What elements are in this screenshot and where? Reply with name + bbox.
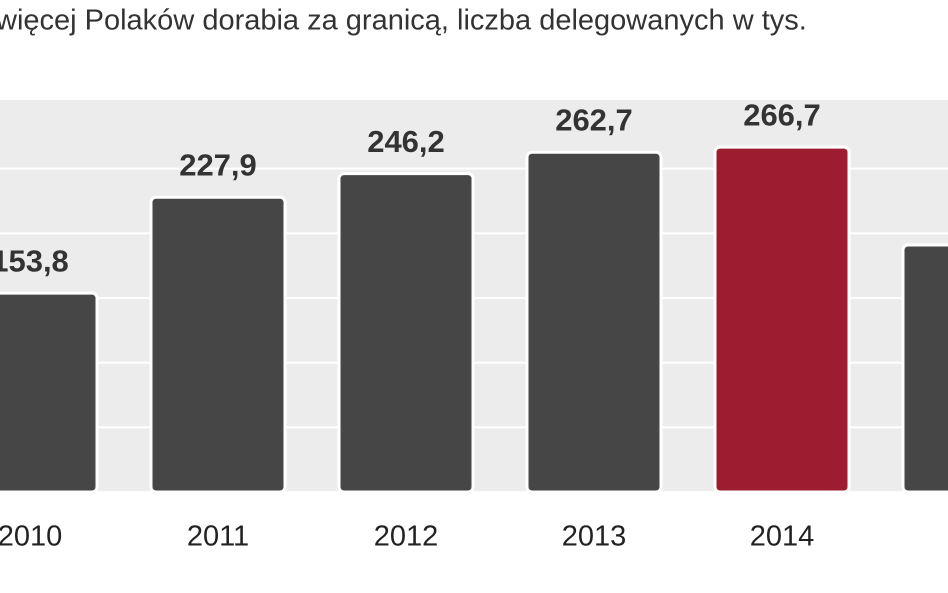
x-tick-label: 2011 — [187, 521, 249, 553]
value-label: 153,8 — [0, 243, 69, 278]
x-tick-label: 2012 — [374, 521, 439, 553]
bar — [337, 172, 475, 494]
x-tick-label: 2014 — [750, 521, 815, 553]
x-tick-label: 2013 — [562, 521, 627, 553]
bar — [713, 145, 851, 494]
bar — [525, 150, 663, 494]
value-label: 246,2 — [367, 124, 445, 159]
value-label: 262,7 — [555, 102, 633, 137]
value-label: 266,7 — [743, 97, 821, 132]
bar — [149, 195, 287, 494]
bar — [901, 243, 948, 494]
chart-title: więcej Polaków dorabia za granicą, liczb… — [0, 5, 807, 37]
bar — [0, 291, 99, 494]
x-tick-label: 2010 — [0, 521, 62, 553]
value-label: 227,9 — [179, 147, 257, 182]
